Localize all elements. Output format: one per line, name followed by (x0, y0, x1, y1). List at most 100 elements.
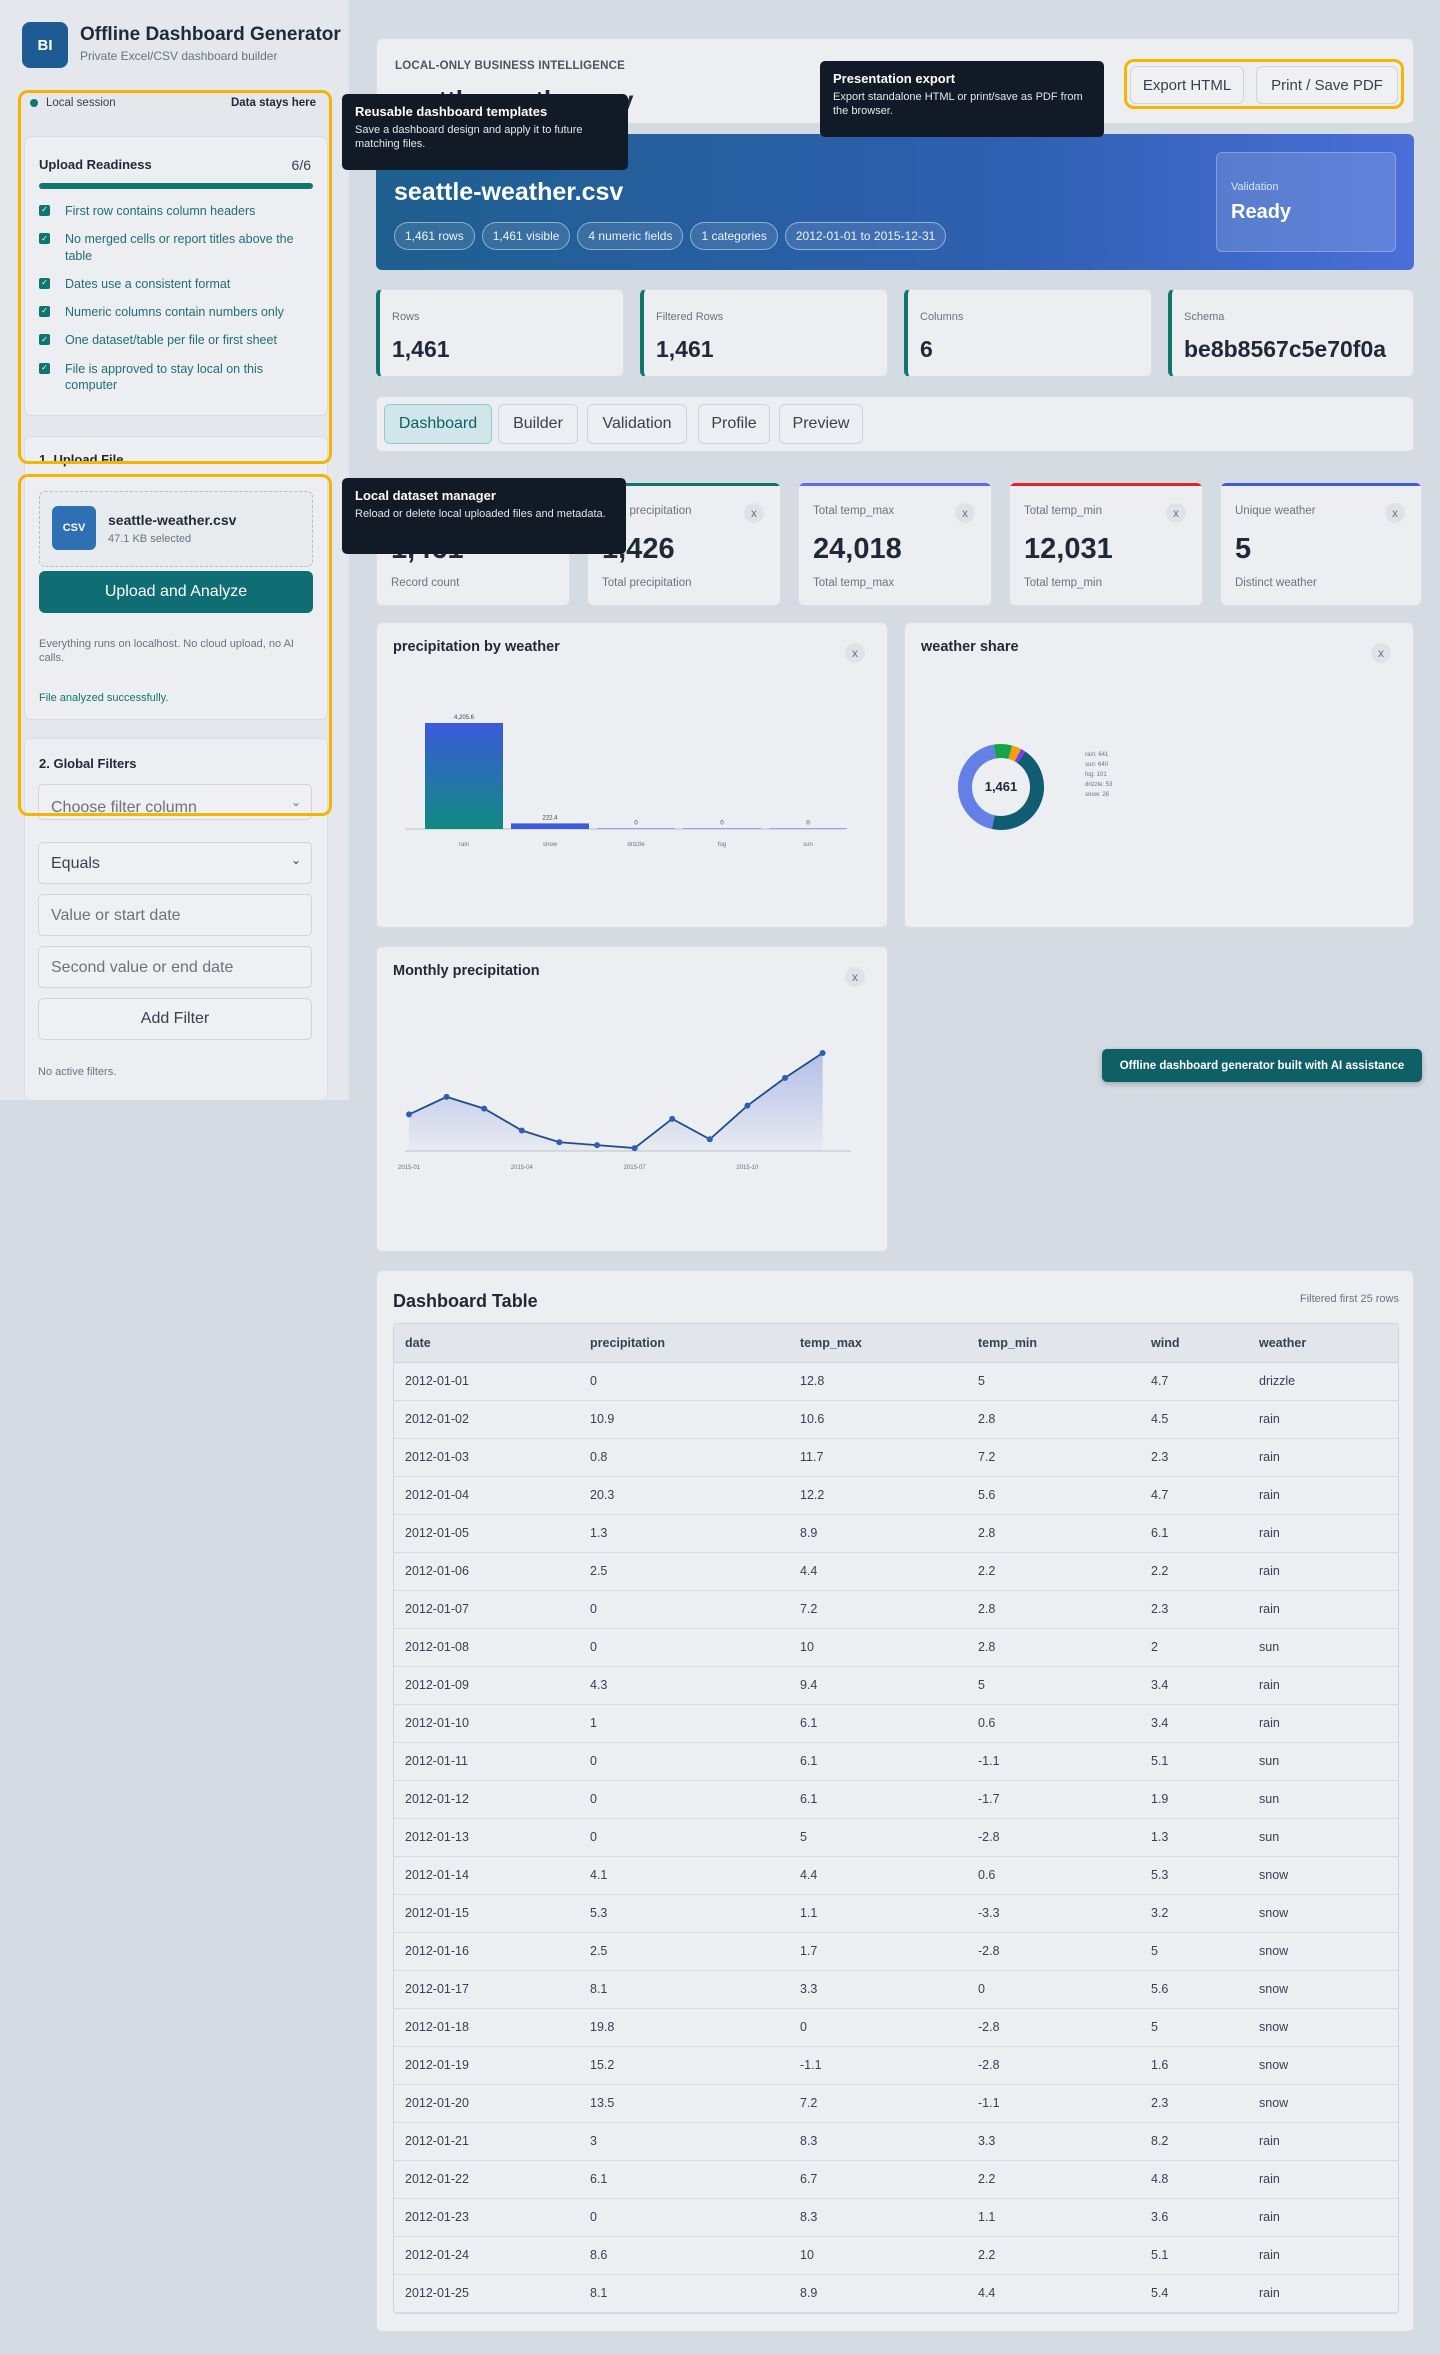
readiness-item-label: No merged cells or report titles above t… (65, 232, 294, 263)
hero-title: seattle-weather.csv (394, 178, 624, 206)
table-row: 2012-01-03 0.8 11.7 7.2 2.3 rain (394, 1438, 1398, 1477)
table-cell: 2012-01-18 (394, 2008, 579, 2047)
tab-dashboard[interactable]: Dashboard (384, 404, 492, 444)
table-cell: 2 (1140, 1628, 1248, 1667)
hero-pill: 4 numeric fields (577, 222, 684, 250)
table-cell: snow (1248, 2046, 1398, 2085)
session-label: Local session (46, 97, 116, 109)
print-pdf-button[interactable]: Print / Save PDF (1256, 66, 1398, 104)
table-cell: 2.3 (1140, 1590, 1248, 1629)
tab-builder[interactable]: Builder (498, 404, 578, 444)
tab-validation[interactable]: Validation (587, 404, 687, 444)
checkbox-checked-icon[interactable]: ✓ (39, 233, 50, 245)
checkbox-checked-icon[interactable]: ✓ (39, 306, 50, 317)
checkbox-checked-icon[interactable]: ✓ (39, 362, 50, 374)
table-row: 2012-01-11 0 6.1 -1.1 5.1 sun (394, 1742, 1398, 1781)
line-chart-title: Monthly precipitation (393, 963, 540, 979)
close-icon[interactable]: x (845, 967, 865, 987)
table-cell: 2012-01-22 (394, 2160, 579, 2199)
table-cell: 6.1 (579, 2160, 789, 2199)
table-cell: 3 (579, 2122, 789, 2161)
filters-section-title: 2. Global Filters (39, 756, 137, 771)
table-cell: rain (1248, 1514, 1398, 1553)
close-icon[interactable]: x (744, 503, 764, 523)
readiness-item-label: First row contains column headers (65, 204, 256, 218)
close-icon[interactable]: x (1371, 643, 1391, 663)
export-html-button[interactable]: Export HTML (1130, 66, 1244, 104)
kpi-value: 24,018 (813, 533, 902, 565)
table-row: 2012-01-09 4.3 9.4 5 3.4 rain (394, 1666, 1398, 1705)
table-cell: rain (1248, 1590, 1398, 1629)
table-cell: 2012-01-15 (394, 1894, 579, 1933)
table-cell: 3.4 (1140, 1666, 1248, 1705)
table-cell: 2012-01-01 (394, 1362, 579, 1401)
table-cell: 8.3 (789, 2198, 967, 2237)
tab-preview[interactable]: Preview (779, 404, 863, 444)
readiness-highlight (18, 90, 332, 464)
readiness-item-label: Dates use a consistent format (65, 276, 231, 291)
column-header[interactable]: date (394, 1324, 579, 1363)
close-icon[interactable]: x (955, 503, 975, 523)
table-cell: 1 (579, 1704, 789, 1743)
close-icon[interactable]: x (1385, 503, 1405, 523)
upload-card: 1. Upload File CSV seattle-weather.csv 4… (24, 436, 328, 720)
column-header[interactable]: temp_max (789, 1324, 967, 1363)
column-header[interactable]: weather (1248, 1324, 1398, 1363)
filter-value-input[interactable]: Value or start date (38, 894, 312, 936)
add-filter-button[interactable]: Add Filter (38, 998, 312, 1040)
stat-label: Schema (1184, 311, 1225, 323)
donut-slice (993, 744, 1013, 760)
chevron-down-icon: ⌄ (290, 795, 301, 809)
table-cell: 10 (789, 1628, 967, 1667)
session-bar: Local session Data stays here (24, 92, 322, 114)
column-header[interactable]: wind (1140, 1324, 1248, 1363)
table-cell: 1.3 (1140, 1818, 1248, 1857)
table-cell: 0 (579, 1780, 789, 1819)
table-cell: 8.6 (579, 2236, 789, 2275)
table-cell: 2012-01-06 (394, 1552, 579, 1591)
table-cell: 2012-01-20 (394, 2084, 579, 2123)
checkbox-checked-icon[interactable]: ✓ (39, 334, 50, 346)
hero-pill: 1,461 visible (481, 222, 571, 250)
filter-value2-input[interactable]: Second value or end date (38, 946, 312, 988)
checkbox-checked-icon[interactable]: ✓ (39, 277, 50, 289)
checkbox-checked-icon[interactable]: ✓ (39, 205, 50, 216)
filter-operator-select[interactable]: Equals ⌄ (38, 842, 312, 884)
table-cell: 2.2 (967, 2160, 1140, 2199)
table-cell: rain (1248, 1438, 1398, 1477)
table-row: 2012-01-06 2.5 4.4 2.2 2.2 rain (394, 1552, 1398, 1591)
table-cell: 2.3 (1140, 2084, 1248, 2123)
table-cell: 0 (579, 1742, 789, 1781)
table-cell: 2012-01-07 (394, 1590, 579, 1629)
donut-legend-item: drizzle: 53 (1085, 782, 1113, 788)
table-cell: 2012-01-23 (394, 2198, 579, 2237)
kpi-accent-bar (799, 483, 991, 486)
upload-analyze-button[interactable]: Upload and Analyze (39, 571, 313, 613)
kpi-subtext: Total temp_min (1024, 577, 1102, 589)
hero-pill: 1,461 rows (394, 222, 475, 250)
table-cell: 10.9 (579, 1400, 789, 1439)
bar-chart-title: precipitation by weather (393, 639, 560, 655)
templates-tooltip: Reusable dashboard templates Save a dash… (342, 94, 628, 170)
table-note: Filtered first 25 rows (1299, 1293, 1399, 1305)
stat-card: Columns 6 (904, 289, 1152, 377)
table-cell: 8.9 (789, 1514, 967, 1553)
table-cell: 2.5 (579, 1552, 789, 1591)
table-cell: 9.4 (789, 1666, 967, 1705)
table-cell: rain (1248, 1400, 1398, 1439)
table-cell: 4.4 (789, 1552, 967, 1591)
readiness-item: ✓ Dates use a consistent format (39, 276, 317, 292)
table-row: 2012-01-21 3 8.3 3.3 8.2 rain (394, 2122, 1398, 2161)
table-cell: 5.1 (1140, 2236, 1248, 2275)
readiness-item: ✓ Numeric columns contain numbers only (39, 304, 317, 320)
export-tooltip-title: Presentation export (833, 71, 956, 86)
table-cell: 0.6 (967, 1856, 1140, 1895)
close-icon[interactable]: x (1166, 503, 1186, 523)
table-cell: snow (1248, 2008, 1398, 2047)
tab-profile[interactable]: Profile (698, 404, 770, 444)
close-icon[interactable]: x (845, 643, 865, 663)
table-cell: 20.3 (579, 1476, 789, 1515)
column-header[interactable]: precipitation (579, 1324, 789, 1363)
column-header[interactable]: temp_min (967, 1324, 1140, 1363)
file-dropzone[interactable]: CSV seattle-weather.csv 47.1 KB selected (39, 491, 313, 567)
